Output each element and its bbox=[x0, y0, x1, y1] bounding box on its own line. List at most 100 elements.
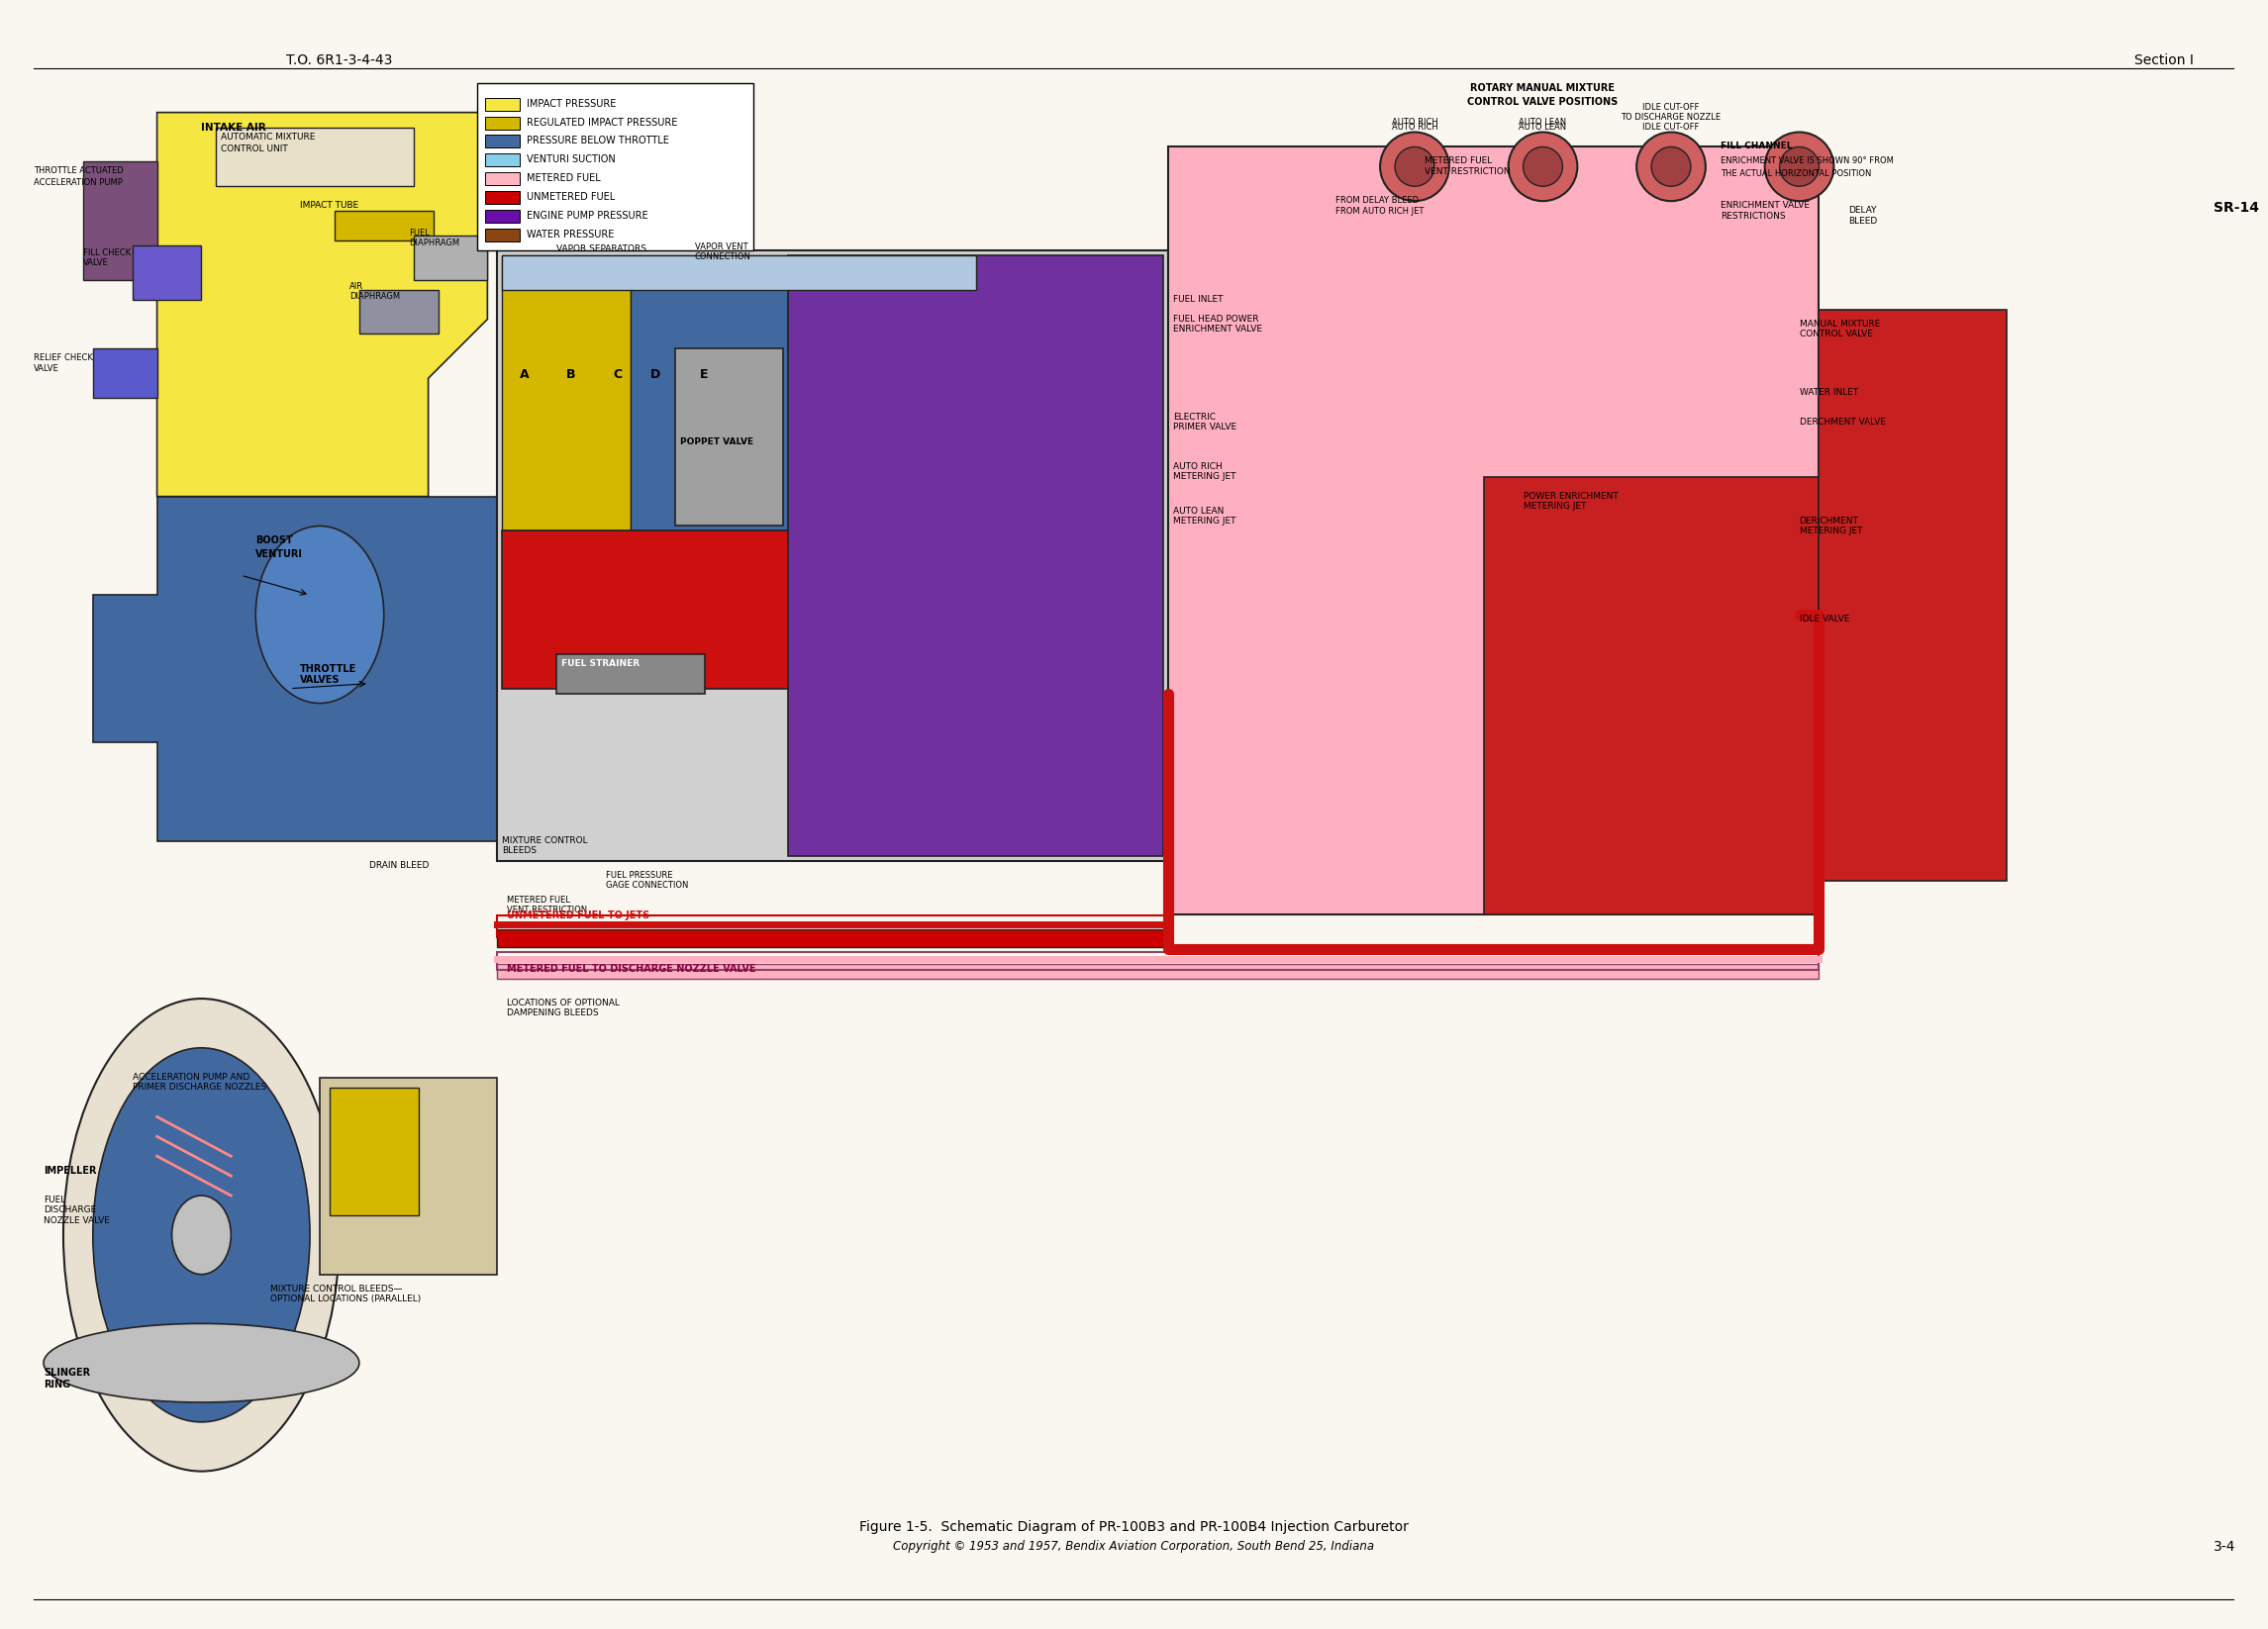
Bar bbox=[485, 228, 519, 241]
Bar bbox=[485, 135, 519, 148]
Text: METERED FUEL
VENT RESTRICTION: METERED FUEL VENT RESTRICTION bbox=[1424, 156, 1510, 176]
Text: FUEL STRAINER: FUEL STRAINER bbox=[562, 658, 640, 668]
Bar bbox=[789, 256, 1163, 855]
Bar bbox=[631, 256, 789, 531]
Text: T.O. 6R1-3-4-43: T.O. 6R1-3-4-43 bbox=[286, 54, 392, 67]
Text: UNMETERED FUEL: UNMETERED FUEL bbox=[526, 192, 615, 202]
Text: FILL CHECK
VALVE: FILL CHECK VALVE bbox=[84, 248, 132, 267]
Text: REGULATED IMPACT PRESSURE: REGULATED IMPACT PRESSURE bbox=[526, 117, 678, 127]
Bar bbox=[320, 1077, 497, 1274]
Bar bbox=[497, 251, 1168, 860]
Text: FUEL
DIAPHRAGM: FUEL DIAPHRAGM bbox=[408, 228, 458, 248]
Text: IMPACT PRESSURE: IMPACT PRESSURE bbox=[526, 99, 617, 109]
Text: UNMETERED FUEL TO JETS: UNMETERED FUEL TO JETS bbox=[508, 911, 651, 920]
Text: IMPACT TUBE: IMPACT TUBE bbox=[299, 200, 358, 210]
Bar bbox=[676, 349, 782, 526]
Text: IDLE CUT-OFF
TO DISCHARGE NOZZLE: IDLE CUT-OFF TO DISCHARGE NOZZLE bbox=[1622, 103, 1721, 122]
Text: AUTO LEAN: AUTO LEAN bbox=[1520, 122, 1567, 132]
Text: FUEL PRESSURE
GAGE CONNECTION: FUEL PRESSURE GAGE CONNECTION bbox=[606, 870, 689, 889]
Text: VAPOR VENT
CONNECTION: VAPOR VENT CONNECTION bbox=[694, 243, 751, 262]
Bar bbox=[485, 191, 519, 204]
Bar bbox=[497, 964, 1819, 979]
Text: AUTO RICH: AUTO RICH bbox=[1393, 117, 1438, 127]
Text: FILL CHANNEL: FILL CHANNEL bbox=[1721, 142, 1792, 151]
Bar bbox=[329, 1087, 417, 1215]
Text: ACCELERATION PUMP AND
PRIMER DISCHARGE NOZZLES: ACCELERATION PUMP AND PRIMER DISCHARGE N… bbox=[132, 1072, 265, 1091]
Text: Copyright © 1953 and 1957, Bendix Aviation Corporation, South Bend 25, Indiana: Copyright © 1953 and 1957, Bendix Aviati… bbox=[894, 1539, 1374, 1552]
Text: AIR
DIAPHRAGM: AIR DIAPHRAGM bbox=[349, 282, 399, 301]
Text: CONTROL UNIT: CONTROL UNIT bbox=[220, 145, 288, 153]
Text: AUTO LEAN
METERING JET: AUTO LEAN METERING JET bbox=[1173, 507, 1236, 526]
Text: B: B bbox=[567, 368, 576, 381]
Ellipse shape bbox=[43, 1324, 358, 1403]
Circle shape bbox=[1780, 147, 1819, 186]
Bar bbox=[1483, 477, 1819, 915]
Text: THE ACTUAL HORIZONTAL POSITION: THE ACTUAL HORIZONTAL POSITION bbox=[1721, 169, 1871, 179]
Text: ENRICHMENT VALVE
RESTRICTIONS: ENRICHMENT VALVE RESTRICTIONS bbox=[1721, 200, 1810, 220]
Bar bbox=[358, 290, 438, 334]
Circle shape bbox=[1395, 147, 1433, 186]
Ellipse shape bbox=[172, 1196, 231, 1274]
Text: METERED FUEL: METERED FUEL bbox=[526, 173, 601, 184]
Text: MIXTURE CONTROL
BLEEDS: MIXTURE CONTROL BLEEDS bbox=[501, 836, 587, 855]
Ellipse shape bbox=[93, 1047, 311, 1422]
Text: IDLE CUT-OFF: IDLE CUT-OFF bbox=[1642, 122, 1699, 132]
Text: AUTO RICH: AUTO RICH bbox=[1393, 122, 1438, 132]
Text: IDLE VALVE: IDLE VALVE bbox=[1799, 614, 1848, 624]
Bar bbox=[336, 210, 433, 241]
Bar bbox=[485, 116, 519, 129]
Bar bbox=[1819, 310, 2007, 880]
Text: DERCHMENT VALVE: DERCHMENT VALVE bbox=[1799, 417, 1885, 427]
Text: AUTO RICH
METERING JET: AUTO RICH METERING JET bbox=[1173, 463, 1236, 481]
Bar bbox=[485, 173, 519, 186]
Text: ENGINE PUMP PRESSURE: ENGINE PUMP PRESSURE bbox=[526, 210, 649, 222]
Circle shape bbox=[1637, 132, 1706, 200]
Text: LOCATIONS OF OPTIONAL
DAMPENING BLEEDS: LOCATIONS OF OPTIONAL DAMPENING BLEEDS bbox=[508, 999, 619, 1018]
Text: ACCELERATION PUMP: ACCELERATION PUMP bbox=[34, 179, 122, 187]
Text: VAPOR SEPARATORS: VAPOR SEPARATORS bbox=[556, 244, 646, 252]
Text: D: D bbox=[651, 368, 660, 381]
Polygon shape bbox=[93, 497, 517, 841]
Text: CONTROL VALVE POSITIONS: CONTROL VALVE POSITIONS bbox=[1467, 96, 1617, 106]
Text: VENTURI SUCTION: VENTURI SUCTION bbox=[526, 155, 615, 165]
Text: C: C bbox=[612, 368, 621, 381]
Bar bbox=[215, 127, 413, 186]
Text: INTAKE AIR: INTAKE AIR bbox=[202, 122, 265, 132]
Text: THROTTLE ACTUATED: THROTTLE ACTUATED bbox=[34, 166, 122, 176]
Bar bbox=[479, 83, 753, 251]
Bar bbox=[556, 653, 705, 694]
Bar bbox=[501, 256, 975, 290]
Text: WATER PRESSURE: WATER PRESSURE bbox=[526, 230, 615, 239]
Text: ENRICHMENT VALVE IS SHOWN 90° FROM: ENRICHMENT VALVE IS SHOWN 90° FROM bbox=[1721, 156, 1894, 166]
Text: DERICHMENT
METERING JET: DERICHMENT METERING JET bbox=[1799, 516, 1862, 536]
Ellipse shape bbox=[256, 526, 383, 704]
Bar bbox=[497, 915, 1168, 938]
Bar bbox=[497, 953, 1819, 971]
Text: ELECTRIC
PRIMER VALVE: ELECTRIC PRIMER VALVE bbox=[1173, 412, 1236, 432]
Bar bbox=[132, 246, 202, 300]
Text: VENTURI: VENTURI bbox=[256, 549, 304, 559]
Bar bbox=[497, 930, 1168, 948]
Text: Section I: Section I bbox=[2134, 54, 2193, 67]
Ellipse shape bbox=[64, 999, 340, 1471]
Bar bbox=[485, 153, 519, 166]
Text: E: E bbox=[701, 368, 708, 381]
Bar bbox=[485, 98, 519, 111]
Text: AUTOMATIC MIXTURE: AUTOMATIC MIXTURE bbox=[220, 132, 315, 142]
Circle shape bbox=[1524, 147, 1563, 186]
Text: DRAIN BLEED: DRAIN BLEED bbox=[370, 860, 429, 870]
Text: FUEL
DISCHARGE
NOZZLE VALVE: FUEL DISCHARGE NOZZLE VALVE bbox=[43, 1196, 109, 1225]
Text: A: A bbox=[519, 368, 531, 381]
Text: SR-14: SR-14 bbox=[2214, 200, 2259, 215]
Circle shape bbox=[1381, 132, 1449, 200]
Circle shape bbox=[1765, 132, 1835, 200]
Text: METERED FUEL TO DISCHARGE NOZZLE VALVE: METERED FUEL TO DISCHARGE NOZZLE VALVE bbox=[508, 964, 755, 974]
Bar bbox=[93, 349, 156, 397]
Bar bbox=[485, 210, 519, 223]
Text: BOOST: BOOST bbox=[256, 536, 293, 546]
Text: MANUAL MIXTURE
CONTROL VALVE: MANUAL MIXTURE CONTROL VALVE bbox=[1799, 319, 1880, 339]
Text: DELAY
BLEED: DELAY BLEED bbox=[1848, 205, 1878, 225]
Text: POWER ENRICHMENT
METERING JET: POWER ENRICHMENT METERING JET bbox=[1524, 492, 1617, 512]
Text: METERED FUEL
VENT RESTRICTION: METERED FUEL VENT RESTRICTION bbox=[508, 896, 587, 914]
Text: RELIEF CHECK
VALVE: RELIEF CHECK VALVE bbox=[34, 353, 93, 373]
